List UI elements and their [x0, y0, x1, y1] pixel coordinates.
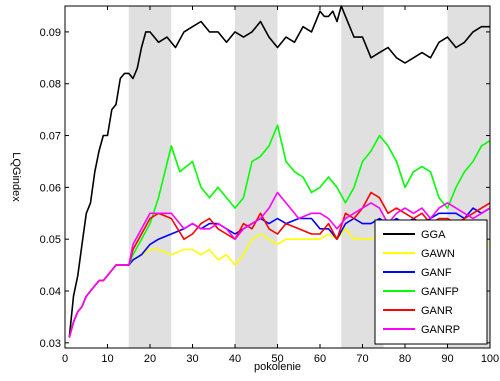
x-axis-label: pokolenie	[254, 361, 301, 373]
x-tick-label: 90	[441, 353, 453, 365]
legend-label-ganf: GANF	[421, 267, 452, 279]
x-tick-label: 0	[62, 353, 68, 365]
legend-label-ganr: GANR	[421, 305, 453, 317]
x-tick-label: 30	[186, 353, 198, 365]
legend-label-gga: GGA	[421, 229, 446, 241]
legend-label-ganfp: GANFP	[421, 286, 459, 298]
shaded-band	[235, 6, 278, 348]
y-tick-label: 0.04	[40, 286, 61, 298]
x-tick-label: 50	[271, 353, 283, 365]
y-tick-label: 0.03	[40, 338, 61, 350]
x-tick-label: 70	[356, 353, 368, 365]
series-line-ganrp	[68, 191, 491, 338]
y-tick-label: 0.08	[40, 79, 61, 91]
x-tick-label: 40	[229, 353, 241, 365]
legend-label-gawn: GAWN	[421, 248, 455, 260]
y-tick-label: 0.06	[40, 182, 61, 194]
legend: GGA GAWN GANF GANFP GANR GANRP	[374, 219, 488, 345]
x-tick-label: 10	[101, 353, 113, 365]
axis-ticks: 0 10 20 30 40 50 60 70 80 90 100 0.03 0.04 0.05 0.06 0.…	[40, 6, 499, 365]
x-tick-label: 60	[314, 353, 326, 365]
x-tick-label: 80	[399, 353, 411, 365]
x-tick-label: 100	[481, 353, 499, 365]
legend-label-ganrp: GANRP	[421, 324, 460, 336]
series-line-gga	[68, 5, 490, 338]
x-tick-label: 20	[144, 353, 156, 365]
y-tick-label: 0.05	[40, 234, 61, 246]
y-tick-label: 0.09	[40, 27, 61, 39]
y-tick-label: 0.07	[40, 131, 61, 143]
y-axis-label: LQGindex	[10, 152, 22, 202]
legend-box	[374, 219, 488, 345]
shaded-band	[128, 6, 172, 348]
